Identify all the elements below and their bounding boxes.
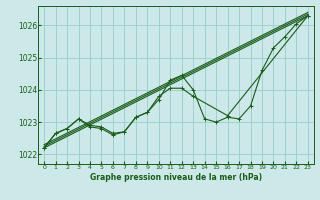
- X-axis label: Graphe pression niveau de la mer (hPa): Graphe pression niveau de la mer (hPa): [90, 173, 262, 182]
